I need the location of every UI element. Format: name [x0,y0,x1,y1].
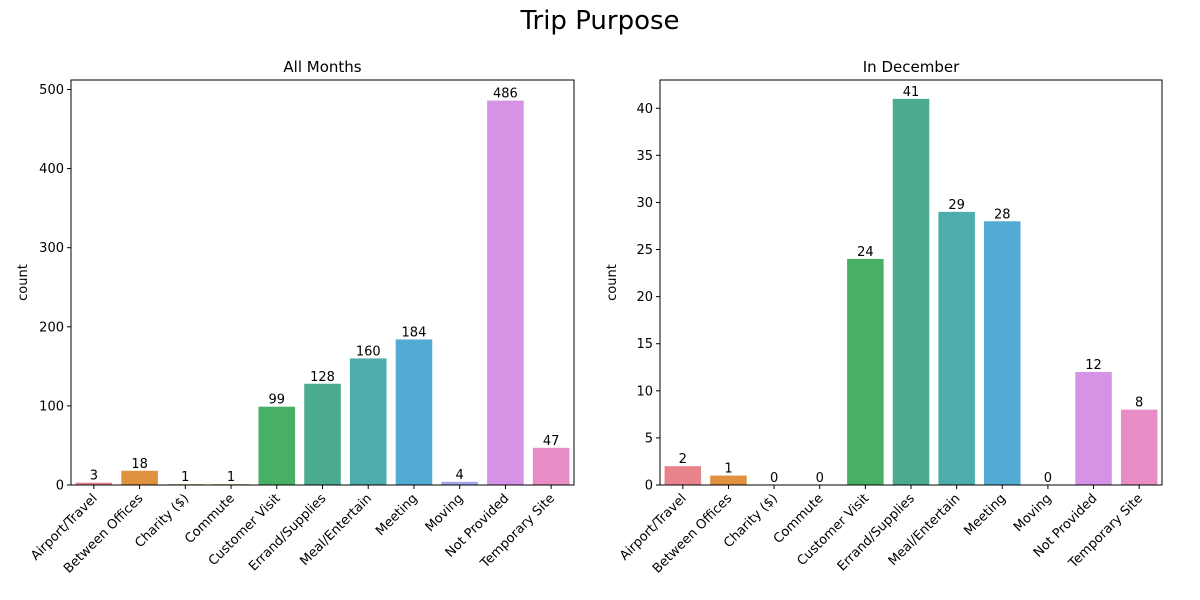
bar-meal-entertain [349,358,387,485]
chart-title: In December [863,58,960,76]
bar-temporary-site [1120,409,1158,485]
x-tick-label: Between Offices [650,491,736,577]
data-label: 0 [770,471,778,486]
data-label: 24 [857,245,874,260]
plot-frame [70,79,575,486]
y-tick-label: 500 [39,83,64,98]
x-tick-label: Meeting [961,491,1009,539]
data-label: 1 [181,470,189,485]
y-tick-label: 20 [636,290,653,305]
y-tick-label: 5 [645,431,653,446]
bar-meal-entertain [938,211,975,485]
data-label: 47 [543,434,560,449]
y-axis-label: count [605,264,620,301]
y-tick-label: 200 [39,320,64,335]
data-label: 184 [402,325,427,340]
bar-not-provided [1075,371,1112,485]
y-tick-label: 300 [39,241,64,256]
bar-customer-visit [847,258,884,485]
y-tick-label: 10 [636,384,653,399]
y-tick-label: 25 [636,243,653,258]
bar-between-offices [710,475,747,485]
y-axis-label: count [16,264,31,301]
data-label: 8 [1135,396,1143,411]
bar-between-offices [121,470,158,485]
bar-meeting [395,339,433,485]
data-label: 160 [356,344,381,359]
bar-temporary-site [532,447,570,485]
data-label: 12 [1085,358,1102,373]
data-label: 0 [816,471,824,486]
y-tick-label: 100 [39,399,64,414]
x-tick-label: Errand/Supplies [835,491,918,574]
data-label: 3 [90,469,98,484]
y-tick-label: 0 [56,479,64,494]
data-label: 0 [1044,471,1052,486]
y-tick-label: 0 [645,479,653,494]
data-label: 1 [227,470,235,485]
bar-meeting [984,221,1021,486]
bar-airport-travel [75,482,113,485]
data-label: 99 [268,393,285,408]
x-tick-label: Moving [1011,491,1055,535]
y-tick-label: 400 [39,162,64,177]
bar-airport-travel [664,466,702,485]
bar-customer-visit [258,406,296,485]
data-label: 41 [903,85,920,100]
y-tick-label: 15 [636,337,653,352]
bar-errand-supplies [304,383,341,485]
bar-not-provided [487,100,524,485]
chart-title: All Months [283,58,361,76]
data-label: 4 [456,468,464,483]
data-label: 486 [493,87,518,102]
bar-errand-supplies [892,98,930,485]
y-tick-label: 40 [636,102,653,117]
data-label: 18 [131,457,148,472]
bar-moving [441,481,478,485]
figure-title: Trip Purpose [520,6,680,36]
data-label: 28 [994,207,1011,222]
y-tick-label: 35 [636,149,653,164]
data-label: 2 [679,452,687,467]
plot-frame [659,79,1163,486]
data-label: 1 [724,462,732,477]
data-label: 29 [948,198,965,213]
data-label: 128 [310,370,335,385]
y-tick-label: 30 [636,196,653,211]
